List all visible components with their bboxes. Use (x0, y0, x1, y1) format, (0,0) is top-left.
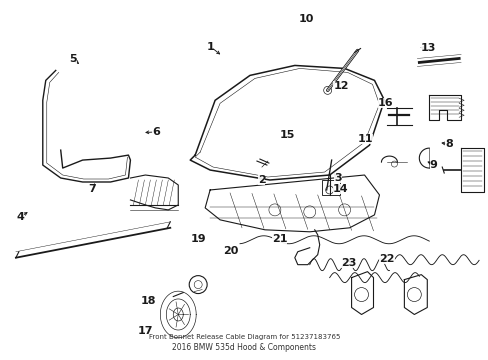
Text: 7: 7 (88, 184, 96, 194)
Text: 2016 BMW 535d Hood & Components: 2016 BMW 535d Hood & Components (172, 343, 316, 352)
Text: 20: 20 (223, 246, 238, 256)
Text: 1: 1 (206, 42, 214, 51)
Text: 9: 9 (428, 159, 437, 170)
Bar (321, 180, 339, 195)
Text: 5: 5 (69, 54, 77, 64)
Text: 8: 8 (444, 139, 452, 149)
Text: 17: 17 (137, 325, 153, 336)
Text: 12: 12 (332, 81, 348, 91)
Text: 4: 4 (17, 212, 24, 222)
Text: Front Bonnet Release Cable Diagram for 51237183765: Front Bonnet Release Cable Diagram for 5… (148, 334, 340, 341)
Text: 22: 22 (379, 254, 394, 264)
Text: 2: 2 (257, 175, 265, 185)
Text: 3: 3 (333, 173, 341, 183)
Text: 18: 18 (140, 296, 156, 306)
Text: 15: 15 (279, 130, 294, 140)
Text: 6: 6 (152, 127, 160, 137)
Text: 19: 19 (190, 234, 205, 244)
Text: 10: 10 (299, 14, 314, 24)
Text: 14: 14 (332, 184, 348, 194)
Text: 16: 16 (377, 98, 393, 108)
Text: 21: 21 (271, 234, 287, 244)
Text: 13: 13 (420, 43, 435, 53)
Text: 11: 11 (357, 134, 372, 144)
Text: 23: 23 (340, 258, 356, 268)
